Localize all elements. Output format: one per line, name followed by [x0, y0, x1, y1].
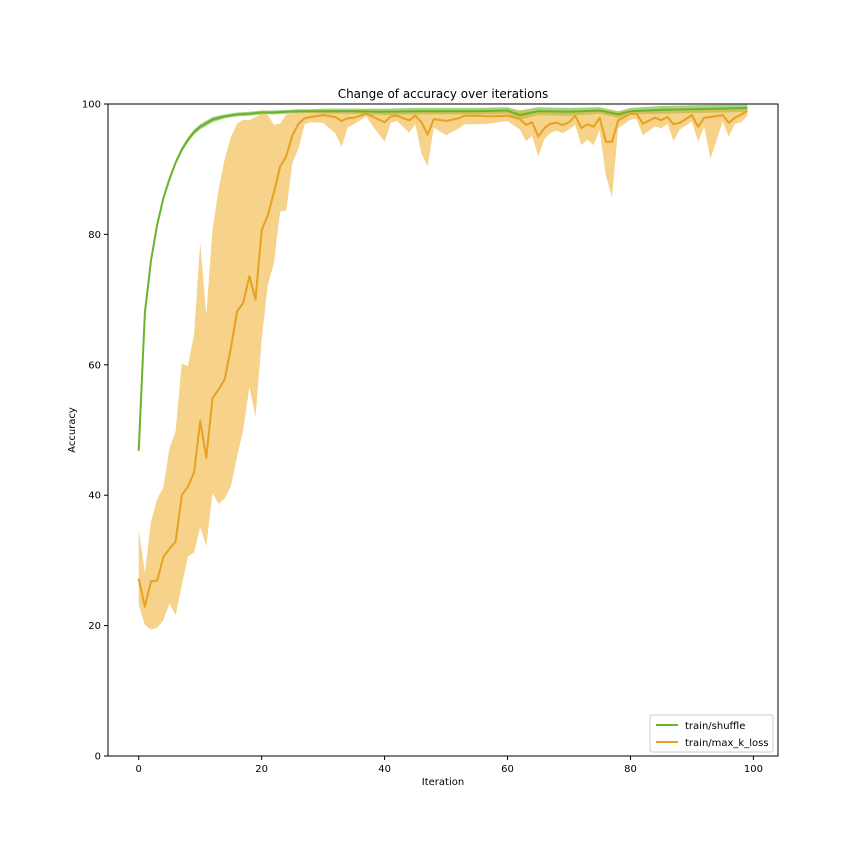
legend-label-train-shuffle: train/shuffle — [685, 721, 745, 732]
y-axis-label: Accuracy — [67, 407, 78, 453]
y-tick-label-40: 40 — [88, 491, 101, 502]
x-tick-label-80: 80 — [624, 764, 637, 775]
legend-label-train-max-k-loss: train/max_k_loss — [685, 738, 769, 749]
line-train-shuffle — [137, 106, 748, 451]
legend-box — [649, 714, 774, 753]
x-tick-label-0: 0 — [136, 764, 142, 775]
x-axis-ticks: 0 20 40 60 80 100 — [136, 756, 763, 775]
x-tick-label-60: 60 — [501, 764, 514, 775]
chart-title: Change of accuracy over iterations — [338, 87, 549, 101]
line-train-max-k-loss — [137, 110, 748, 608]
y-tick-label-80: 80 — [88, 230, 101, 241]
legend: train/shuffle train/max_k_loss — [649, 714, 774, 753]
x-tick-label-100: 100 — [744, 764, 763, 775]
x-tick-label-40: 40 — [378, 764, 391, 775]
y-tick-label-60: 60 — [88, 360, 101, 371]
y-tick-label-20: 20 — [88, 621, 101, 632]
x-axis-label: Iteration — [422, 777, 464, 788]
y-tick-label-0: 0 — [95, 752, 101, 763]
plot-frame — [107, 103, 779, 757]
x-tick-label-20: 20 — [255, 764, 268, 775]
y-tick-label-100: 100 — [82, 100, 101, 111]
series-lines — [137, 106, 748, 608]
y-axis-ticks: 0 20 40 60 80 100 — [82, 100, 108, 763]
